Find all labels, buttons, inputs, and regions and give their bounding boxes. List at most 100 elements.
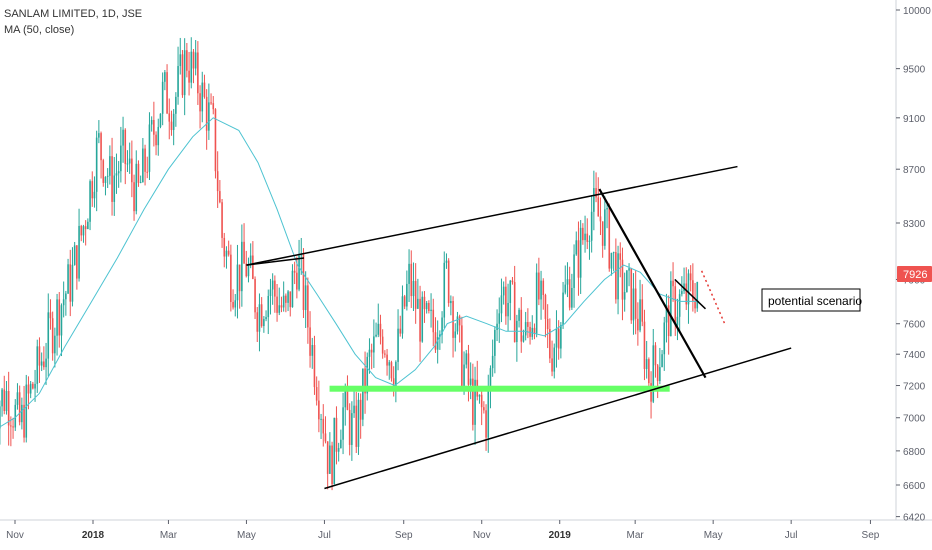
candle-body: [344, 389, 347, 408]
last-price-value: 7926: [903, 269, 927, 281]
symbol-title[interactable]: SANLAM LIMITED, 1D, JSE: [4, 8, 143, 20]
candle-body: [76, 245, 78, 279]
candle-body: [210, 102, 212, 104]
candle-body: [487, 390, 490, 438]
candle-body: [115, 173, 118, 176]
candle-body: [5, 390, 8, 411]
candle-body: [518, 309, 520, 321]
candle-body: [212, 103, 215, 110]
candle-body: [575, 240, 578, 255]
candle-body: [322, 418, 325, 434]
candle-body: [276, 296, 278, 313]
candle-body: [397, 328, 399, 362]
candle-body: [689, 273, 692, 281]
candle-body: [144, 148, 146, 172]
indicator-label[interactable]: MA (50, close): [4, 24, 75, 36]
candle-body: [190, 51, 193, 83]
candle-body: [186, 50, 188, 71]
candle-body: [267, 295, 270, 318]
candle-body: [111, 156, 113, 202]
candle-body: [608, 208, 611, 269]
candle-body: [335, 417, 338, 452]
candle-body: [676, 316, 679, 326]
candle-body: [285, 295, 287, 303]
candle-body: [491, 355, 494, 369]
candle-body: [535, 272, 538, 334]
candle-body: [472, 378, 474, 425]
candle-body: [632, 288, 635, 321]
candle-body: [315, 387, 318, 401]
candle-body: [489, 368, 492, 391]
trendline-drawings[interactable]: [246, 165, 792, 490]
candle-body: [505, 286, 507, 317]
candle-body: [289, 291, 292, 308]
candle-body: [205, 96, 208, 131]
candle-body: [469, 378, 472, 385]
candle-body: [256, 312, 259, 332]
candle-body: [513, 282, 516, 343]
candle-body: [619, 253, 622, 260]
candle-body: [282, 295, 285, 308]
candle-body: [3, 389, 6, 411]
price-axis[interactable]: 6420660068007000720074007600790083008700…: [896, 6, 931, 524]
candle-body: [122, 129, 124, 146]
last-price-label: 7926: [897, 266, 932, 282]
candle-body: [126, 163, 129, 165]
candle-body: [623, 292, 626, 300]
candle-body: [245, 263, 248, 277]
candle-body: [452, 300, 454, 338]
annotation-box[interactable]: potential scenario: [761, 288, 862, 312]
candle-body: [304, 285, 307, 311]
candle-body: [25, 384, 28, 438]
candle-body: [612, 252, 615, 254]
candle-body: [192, 51, 195, 69]
candle-body: [216, 171, 219, 192]
time-tick-label: Mar: [160, 530, 178, 541]
time-tick-label: Jul: [785, 530, 798, 541]
candle-body: [643, 321, 646, 369]
candle-body: [419, 298, 421, 342]
candle-body: [436, 337, 439, 350]
candle-body: [172, 113, 175, 131]
candle-body: [617, 253, 619, 300]
candle-body: [348, 409, 351, 445]
candle-body: [157, 126, 160, 146]
candle-body: [326, 441, 329, 474]
candle-body: [164, 72, 166, 82]
time-axis[interactable]: Nov 2018 Mar May Jul Sep Nov 2019 Mar May Jul Sep: [6, 520, 880, 541]
candle-body: [696, 281, 699, 309]
candle-body: [29, 383, 32, 394]
price-tick-label: 8300: [903, 219, 926, 230]
candle-body: [14, 404, 17, 428]
candle-body: [667, 305, 670, 337]
candle-body: [337, 448, 340, 452]
candle-body: [236, 264, 239, 301]
candle-body: [219, 191, 221, 203]
candle-body: [1, 389, 3, 407]
candle-body: [678, 294, 681, 317]
candle-body: [179, 54, 182, 67]
candle-body: [483, 407, 485, 411]
candle-body: [298, 255, 300, 290]
time-tick-label: Sep: [862, 530, 880, 541]
candle-body: [80, 225, 83, 236]
candle-body: [7, 390, 10, 426]
candle-body: [557, 328, 560, 349]
annotation-frame: [761, 288, 861, 312]
last-price-label-bg: [897, 266, 932, 282]
candle-body: [221, 202, 223, 238]
candle-body: [417, 298, 419, 309]
candle-body: [681, 291, 683, 295]
candle-body: [203, 82, 206, 97]
candle-body: [307, 285, 309, 328]
candle-body: [370, 349, 373, 353]
candle-body: [533, 327, 536, 334]
candle-body: [247, 265, 250, 277]
candle-body: [529, 326, 531, 337]
candle-body: [40, 361, 43, 366]
candle-body: [142, 148, 144, 183]
candle-body: [16, 392, 19, 405]
candle-body: [498, 313, 501, 324]
candle-body: [359, 399, 362, 420]
